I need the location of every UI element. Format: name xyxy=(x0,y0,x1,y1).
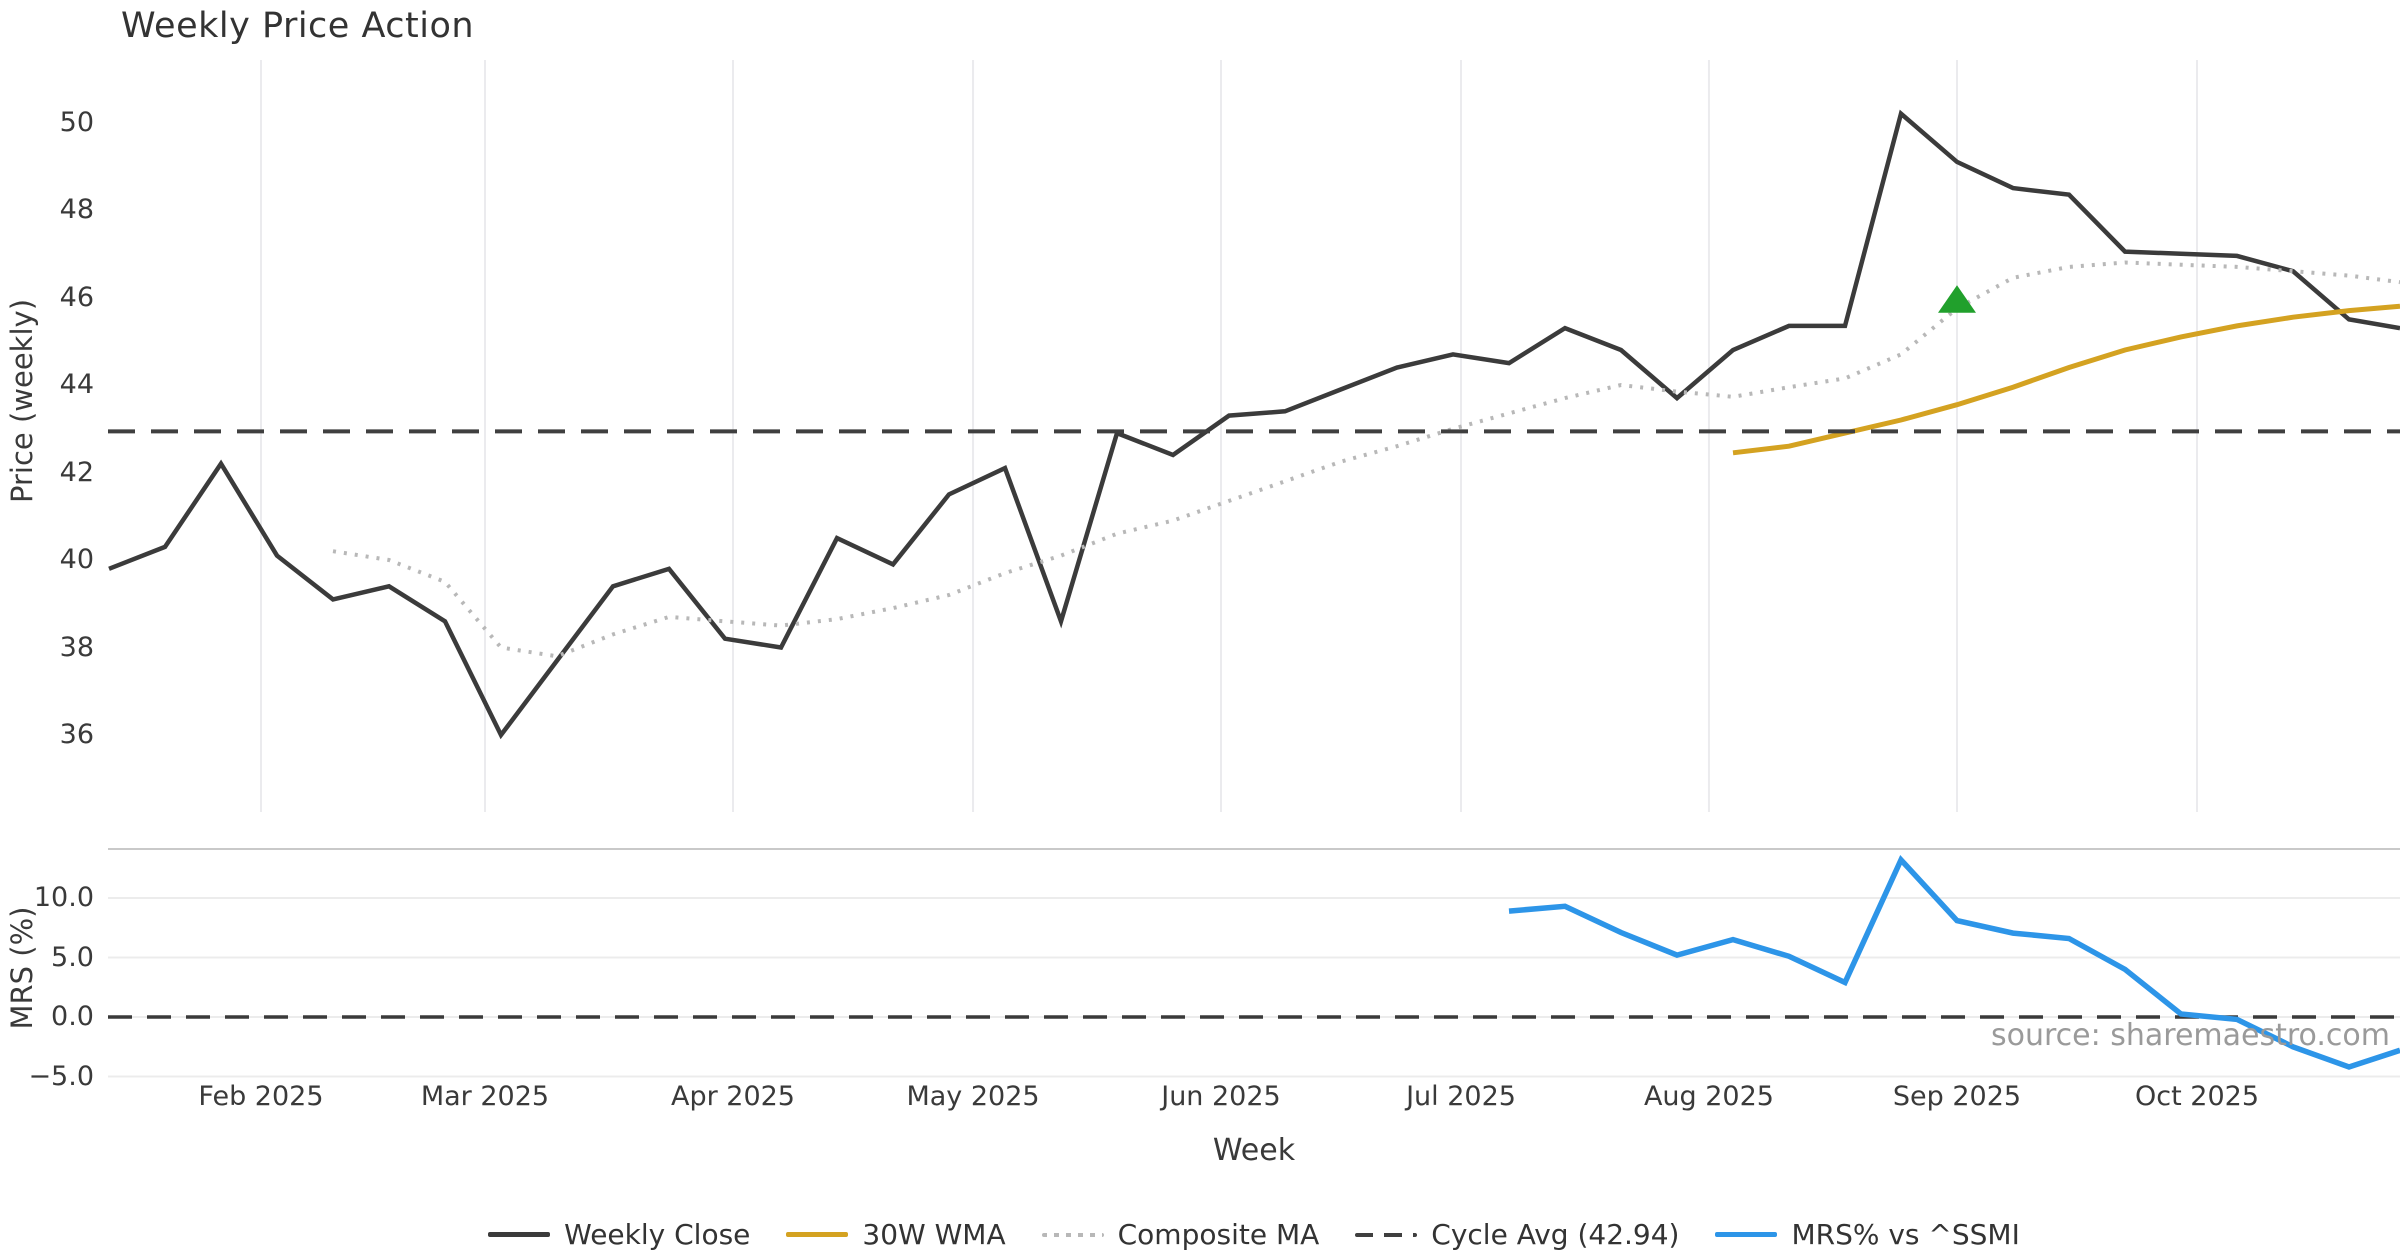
legend-line-sample-icon xyxy=(1355,1232,1418,1237)
month-tick-label: May 2025 xyxy=(906,1081,1040,1112)
month-tick-label: Jun 2025 xyxy=(1161,1081,1281,1112)
source-watermark: source: sharemaestro.com xyxy=(1991,1018,2390,1053)
price-y-tick-label: 40 xyxy=(59,544,94,575)
mrs-y-tick-label: −5.0 xyxy=(28,1060,94,1092)
legend-label: MRS% vs ^SSMI xyxy=(1791,1218,2020,1251)
month-tick-label: Feb 2025 xyxy=(198,1081,324,1112)
price-y-tick-label: 48 xyxy=(59,194,94,225)
legend-label: Weekly Close xyxy=(564,1218,751,1251)
price-y-tick-label: 50 xyxy=(59,106,94,138)
price-y-tick-label: 46 xyxy=(59,281,94,313)
legend-item: Cycle Avg (42.94) xyxy=(1355,1218,1679,1251)
composite-ma-line xyxy=(332,260,2400,659)
legend-label: Cycle Avg (42.94) xyxy=(1431,1218,1680,1251)
chart-legend: Weekly Close 30W WMA Composite MA Cycle Avg… xyxy=(108,1218,2400,1251)
chart-title: Weekly Price Action xyxy=(121,6,475,46)
month-tick-label: Jul 2025 xyxy=(1406,1081,1516,1112)
price-y-tick-label: 44 xyxy=(59,369,94,400)
signal-triangle-marker xyxy=(1938,285,1976,313)
x-axis-label: Week xyxy=(1212,1133,1296,1168)
mrs-vs-ssmi-line xyxy=(1508,854,2400,1070)
legend-label: Composite MA xyxy=(1117,1218,1320,1251)
month-tick-label: Aug 2025 xyxy=(1643,1081,1774,1112)
price-panel xyxy=(108,60,2400,812)
month-tick-label: Apr 2025 xyxy=(670,1081,795,1112)
legend-line-sample-icon xyxy=(1041,1232,1104,1237)
legend-item: Weekly Close xyxy=(488,1218,750,1251)
weekly-close-line xyxy=(108,109,2400,740)
legend-item: 30W WMA xyxy=(786,1218,1006,1251)
legend-line-sample-icon xyxy=(488,1232,551,1237)
legend-line-sample-icon xyxy=(786,1232,849,1237)
mrs-y-tick-label: 10.0 xyxy=(33,882,94,913)
month-tick-label: Mar 2025 xyxy=(420,1081,550,1112)
price-y-tick-label: 42 xyxy=(59,456,94,488)
month-tick-label: Oct 2025 xyxy=(2135,1081,2259,1112)
legend-label: 30W WMA xyxy=(862,1218,1006,1251)
mrs-y-tick-label: 5.0 xyxy=(51,941,94,973)
legend-line-sample-icon xyxy=(1715,1232,1778,1237)
month-tick-label: Sep 2025 xyxy=(1892,1081,2022,1112)
price-y-tick-label: 36 xyxy=(59,719,94,750)
mrs-y-tick-label: 0.0 xyxy=(51,1001,94,1032)
price-y-tick-label: 38 xyxy=(59,631,94,663)
mrs-panel xyxy=(108,848,2400,1078)
legend-item: Composite MA xyxy=(1041,1218,1320,1251)
legend-item: MRS% vs ^SSMI xyxy=(1715,1218,2020,1251)
